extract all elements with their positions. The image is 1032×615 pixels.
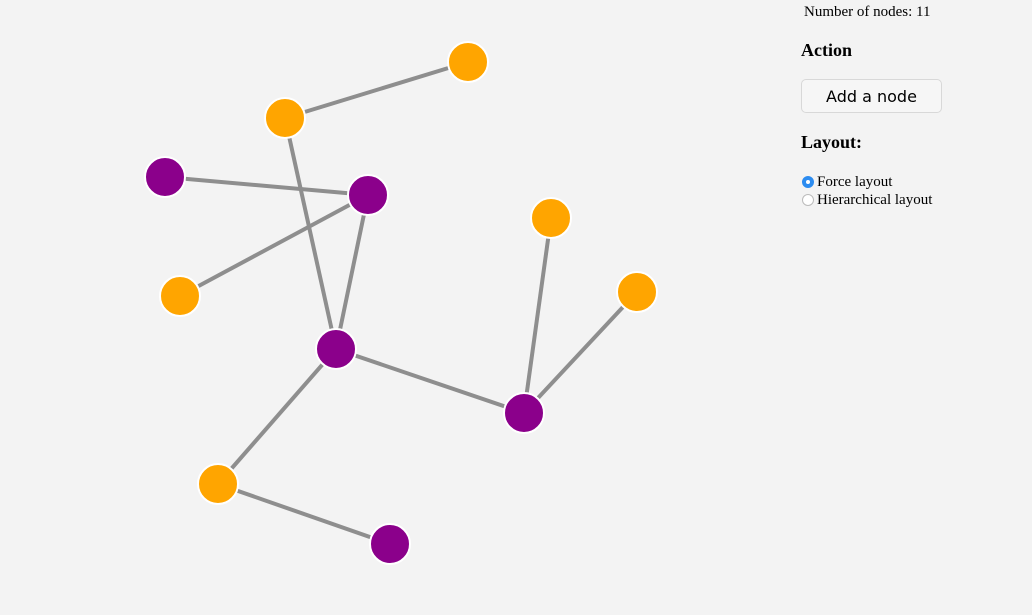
node[interactable] [144,156,186,198]
node[interactable] [315,328,357,370]
node[interactable] [159,275,201,317]
radio-hierarchical-layout[interactable]: Hierarchical layout [801,191,932,209]
edge [522,290,639,415]
edge [283,117,338,350]
edge [164,175,369,197]
node[interactable] [347,174,389,216]
layout-heading: Layout: [801,132,863,152]
graph-canvas[interactable] [0,0,780,615]
edge [217,482,391,546]
node[interactable] [369,523,411,565]
node-count: Number of nodes: 11 [804,4,931,20]
edge [216,347,338,486]
radio-label: Hierarchical layout [817,192,933,208]
layout-options: Force layout Hierarchical layout [801,173,932,209]
edge [284,60,469,120]
action-heading: Action [801,40,852,60]
edge [522,217,553,414]
edge [179,193,369,298]
node[interactable] [447,41,489,83]
control-panel: Number of nodes: 11 Action Add a node La… [801,0,1001,208]
radio-unchecked-icon[interactable] [802,194,814,206]
radio-force-layout[interactable]: Force layout [801,173,932,191]
node[interactable] [530,197,572,239]
edge [335,347,525,415]
add-node-button[interactable]: Add a node [801,79,942,113]
node[interactable] [264,97,306,139]
radio-checked-icon[interactable] [802,176,814,188]
radio-label: Force layout [817,174,893,190]
edge [334,194,370,350]
node[interactable] [197,463,239,505]
node[interactable] [503,392,545,434]
node[interactable] [616,271,658,313]
